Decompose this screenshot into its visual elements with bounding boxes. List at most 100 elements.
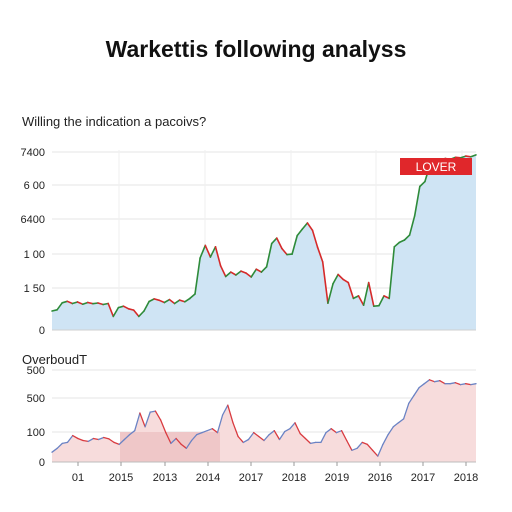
lower-oscillator-segment [377,443,384,457]
upper-price-segment [362,281,370,307]
upper-y-tick-label: 1 50 [24,283,45,295]
upper-y-tick-label: 1 00 [24,249,45,261]
lower-oscillator-segment [196,431,203,436]
lower-oscillator-segment [382,433,389,446]
upper-area-fill [52,154,476,330]
upper-price-segment [209,246,217,258]
x-tick-label: 2017 [239,472,263,484]
lower-oscillator-segment [206,428,213,432]
upper-price-segment [470,154,477,158]
lower-oscillator-segment [294,422,301,435]
lower-oscillator-segment [170,437,177,445]
upper-price-segment [398,239,406,244]
lower-oscillator-segment [465,383,472,386]
lower-oscillator-segment [418,383,425,389]
x-tick-label: 2018 [454,472,478,484]
lower-oscillator-segment [159,419,167,434]
upper-price-segment [378,295,385,307]
lower-oscillator-segment [51,447,58,453]
lower-oscillator-segment [113,441,120,446]
lower-oscillator-segment [253,431,260,438]
upper-price-segment [327,282,334,305]
lower-y-tick-label: 500 [27,365,45,377]
lower-oscillator-segment [77,437,84,442]
lower-oscillator-segment [309,441,317,445]
lower-oscillator-segment [433,380,441,383]
upper-price-segment [275,237,283,250]
x-tick-label: 2017 [411,472,435,484]
lower-oscillator-segment [325,428,332,434]
upper-price-segment [332,273,339,285]
upper-price-segment [306,222,314,232]
upper-price-segment [107,302,115,318]
upper-price-segment [51,308,58,312]
lower-oscillator-segment [247,431,255,441]
lower-oscillator-segment [66,434,74,444]
lower-oscillator-segment [413,386,420,397]
upper-price-segment [184,297,191,303]
lower-oscillator-segment [351,447,358,451]
lower-oscillator-segment [97,436,105,441]
x-tick-label: 2018 [282,472,306,484]
lower-y-tick-label: 100 [27,427,45,439]
upper-price-segment [286,253,293,256]
lower-shaded-band [120,432,220,462]
upper-price-segment [204,244,212,258]
x-tick-label: 2015 [109,472,133,484]
upper-price-segment [301,222,309,230]
lower-oscillator-segment [408,394,415,404]
upper-price-segment [383,295,391,300]
lower-oscillator-segment [397,418,405,424]
lower-oscillator-segment [304,437,312,445]
lower-oscillator-segment [82,439,89,443]
upper-price-segment [337,273,345,281]
upper-price-segment [219,264,227,278]
lower-oscillator-segment [268,430,275,436]
upper-price-segment [357,295,365,307]
lower-oscillator-segment [459,383,467,386]
chart-title: Warkettis following analyss [105,36,407,62]
lower-oscillator-segment [56,442,63,449]
upper-price-segment [199,244,207,259]
lower-oscillator-segment [242,438,250,444]
lower-oscillator-segment [149,410,157,413]
lower-oscillator-segment [284,428,291,433]
lower-oscillator-segment [175,437,182,446]
upper-price-segment [163,298,171,304]
lower-oscillator-segment [92,437,100,441]
upper-price-segment [87,301,94,305]
sub-chart-label: OverboudT [22,352,88,367]
upper-price-segment [388,246,396,300]
lower-oscillator-segment [128,430,136,436]
upper-y-tick-label: 6400 [21,214,45,226]
upper-price-segment [347,281,355,300]
x-tick-label: 2014 [196,472,220,484]
lower-oscillator-segment [180,443,188,449]
x-tick-label: 2016 [368,472,392,484]
upper-price-segment [194,257,201,295]
lower-oscillator-segment [439,380,446,385]
lower-oscillator-segment [371,449,379,457]
lower-oscillator-segment [201,430,208,434]
lover-badge [400,158,472,175]
lower-oscillator-segment [103,436,110,440]
lower-oscillator-segment [392,422,400,428]
lower-oscillator-segment [278,430,286,441]
upper-price-segment [454,156,462,159]
upper-price-segment [265,242,273,268]
upper-price-segment [148,298,155,303]
upper-price-segment [403,234,411,241]
lower-oscillator-segment [289,422,296,430]
lower-oscillator-segment [221,404,229,416]
lower-oscillator-segment [118,438,126,446]
upper-price-segment [153,298,161,302]
upper-price-segment [97,302,104,306]
upper-price-segment [92,302,99,305]
upper-price-segment [173,299,181,305]
lower-oscillator-segment [258,435,265,442]
x-tick-label: 2019 [325,472,349,484]
upper-price-segment [393,241,401,248]
lower-oscillator-segment [263,433,270,442]
x-tick-label: 01 [72,472,84,484]
lower-oscillator-segment [227,404,234,424]
